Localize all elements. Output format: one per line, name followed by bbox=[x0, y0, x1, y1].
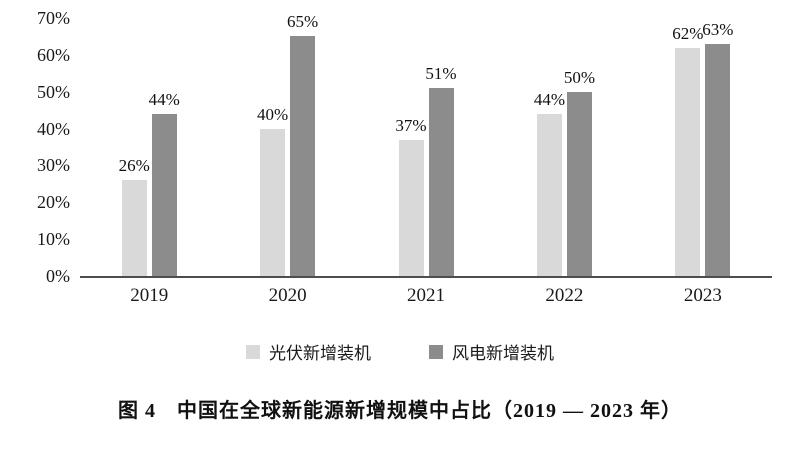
bar-group-2019: 26% 44% bbox=[80, 18, 218, 276]
y-tick-label: 30% bbox=[37, 155, 70, 176]
bar-group-2020: 40% 65% bbox=[218, 13, 356, 276]
legend: 光伏新增装机 风电新增装机 bbox=[0, 339, 800, 364]
y-tick-label: 20% bbox=[37, 192, 70, 213]
bar-chart: 0% 10% 20% 30% 40% 50% 60% 70% 26% 44% 40% 65% 37% 5… bbox=[22, 9, 772, 307]
bar-series2-2021: 51% bbox=[425, 65, 457, 276]
bar-group-2022: 44% 50% bbox=[495, 18, 633, 276]
bar-series1-2020: 40% bbox=[257, 106, 288, 276]
bar-series1-2023: 62% bbox=[672, 25, 703, 276]
bar-series1-2021: 37% bbox=[395, 117, 427, 276]
y-tick-label: 60% bbox=[37, 44, 70, 65]
bar-value-label: 65% bbox=[287, 12, 319, 32]
legend-label: 风电新增装机 bbox=[452, 344, 554, 363]
bar-group-2023: 62% 63% bbox=[634, 18, 772, 276]
bar-series2-2019: 44% bbox=[149, 91, 180, 276]
y-tick-label: 50% bbox=[37, 81, 70, 102]
plot-wrap: 26% 44% 40% 65% 37% 51% 44% 50% 62% 63% 2019 2020 2… bbox=[80, 13, 772, 307]
bar-value-label: 50% bbox=[563, 67, 596, 87]
bar-value-label: 44% bbox=[533, 89, 566, 109]
x-axis-label: 2020 bbox=[268, 285, 307, 306]
legend-swatch bbox=[429, 344, 443, 359]
x-axis-label: 2021 bbox=[407, 285, 446, 306]
bar-series1-2019: 26% bbox=[119, 157, 150, 276]
bar-series2-2020: 65% bbox=[287, 13, 318, 276]
y-tick-label: 70% bbox=[37, 8, 70, 28]
x-axis-label: 2019 bbox=[130, 285, 169, 306]
bar-value-label: 26% bbox=[118, 156, 150, 176]
legend-label: 光伏新增装机 bbox=[269, 344, 371, 363]
y-tick-label: 40% bbox=[37, 118, 70, 139]
bar-value-label: 40% bbox=[257, 104, 289, 124]
x-axis: 2019 2020 2021 2022 2023 bbox=[80, 285, 772, 307]
chart-title: 图 4 中国在全球新能源新增规模中占比（2019 — 2023 年） bbox=[118, 400, 682, 422]
x-axis-label: 2022 bbox=[545, 285, 584, 306]
bar-value-label: 63% bbox=[702, 19, 734, 39]
bar-series2-2023: 63% bbox=[702, 21, 733, 276]
y-tick-label: 0% bbox=[46, 266, 70, 286]
bar-value-label: 51% bbox=[425, 64, 457, 84]
legend-swatch bbox=[246, 344, 260, 359]
bar-value-label: 44% bbox=[148, 89, 180, 109]
y-tick-label: 10% bbox=[37, 229, 70, 250]
y-axis: 0% 10% 20% 30% 40% 50% 60% 70% bbox=[22, 9, 80, 285]
legend-item: 光伏新增装机 bbox=[246, 339, 371, 364]
bar-group-2021: 37% 51% bbox=[357, 18, 495, 276]
x-axis-label: 2023 bbox=[683, 285, 722, 306]
legend-item: 风电新增装机 bbox=[429, 339, 554, 364]
bar-series1-2022: 44% bbox=[534, 91, 565, 276]
plot-area: 26% 44% 40% 65% 37% 51% 44% 50% 62% 63% bbox=[80, 13, 772, 278]
bar-value-label: 37% bbox=[395, 115, 427, 135]
bar-value-label: 62% bbox=[672, 23, 704, 43]
bar-series2-2022: 50% bbox=[564, 69, 595, 276]
